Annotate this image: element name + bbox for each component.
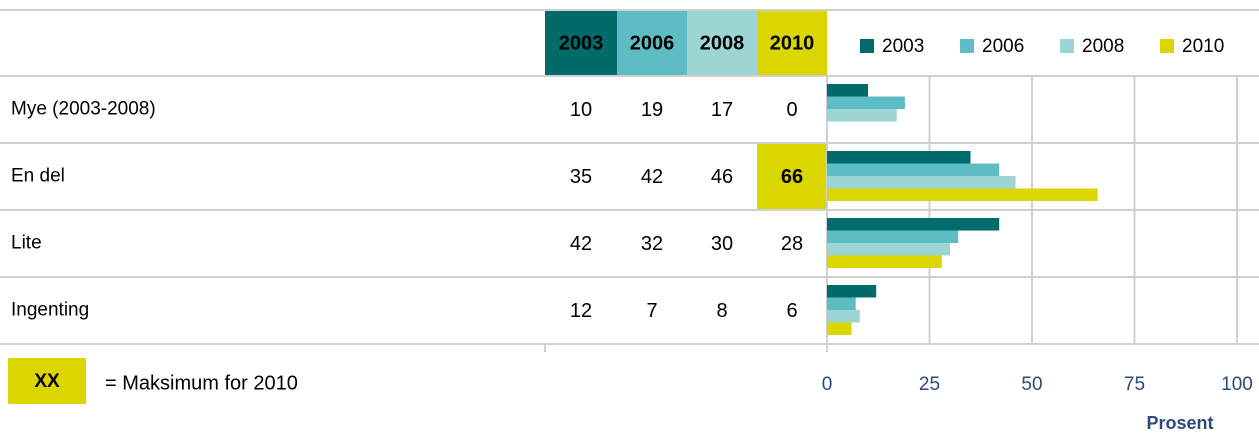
x-tick-label: 25 [919, 374, 940, 395]
row-label: Mye (2003-2008) [11, 99, 156, 120]
x-axis-label: Prosent [1146, 413, 1213, 433]
legend-swatch [1060, 39, 1074, 53]
table-value: 17 [711, 99, 733, 121]
bar [827, 297, 856, 310]
bar [827, 163, 1000, 176]
table-value: 42 [570, 233, 592, 255]
table-value: 28 [781, 233, 803, 255]
bar [827, 84, 868, 97]
bar [827, 176, 1016, 189]
table-value: 19 [641, 99, 663, 121]
legend-label: 2010 [1182, 36, 1224, 57]
table-value: 8 [716, 300, 727, 322]
row-label: Lite [11, 233, 42, 254]
row-label: Ingenting [11, 300, 89, 321]
bar [827, 285, 877, 298]
bar [827, 255, 942, 268]
bar [827, 109, 897, 122]
header-label: 2010 [770, 32, 815, 54]
table-value: 0 [786, 99, 797, 121]
table-value: 10 [570, 99, 592, 121]
table-value: 66 [781, 166, 803, 188]
legend-swatch [860, 39, 874, 53]
bar [827, 96, 905, 109]
header-cell [545, 10, 617, 76]
table-value: 6 [786, 300, 797, 322]
row-label: En del [11, 166, 65, 187]
bar [827, 188, 1098, 201]
bar [827, 310, 860, 323]
legend-label: 2003 [882, 36, 924, 57]
bar [827, 322, 852, 335]
highlight-cell [757, 143, 827, 210]
highlight-sample: XX [34, 371, 60, 392]
table-value: 7 [646, 300, 657, 322]
table-value: 42 [641, 166, 663, 188]
header-cell [757, 10, 827, 76]
legend-swatch [1160, 39, 1174, 53]
legend-label: 2006 [982, 36, 1024, 57]
table-value: 32 [641, 233, 663, 255]
highlight-sample-box [8, 358, 86, 404]
bar [827, 243, 950, 256]
table-value: 46 [711, 166, 733, 188]
table-value: 30 [711, 233, 733, 255]
bar [827, 218, 1000, 231]
header-label: 2008 [700, 32, 745, 54]
x-tick-label: 50 [1021, 374, 1042, 395]
header-cell [687, 10, 757, 76]
x-tick-label: 100 [1221, 374, 1253, 395]
header-cell [617, 10, 687, 76]
bar [827, 230, 959, 243]
legend-swatch [960, 39, 974, 53]
table-value: 12 [570, 300, 592, 322]
legend-label: 2008 [1082, 36, 1124, 57]
header-label: 2003 [559, 32, 604, 54]
header-label: 2006 [630, 32, 675, 54]
bar [827, 151, 971, 164]
x-tick-label: 0 [822, 374, 833, 395]
x-tick-label: 75 [1124, 374, 1145, 395]
table-value: 35 [570, 166, 592, 188]
highlight-label: = Maksimum for 2010 [105, 372, 298, 394]
